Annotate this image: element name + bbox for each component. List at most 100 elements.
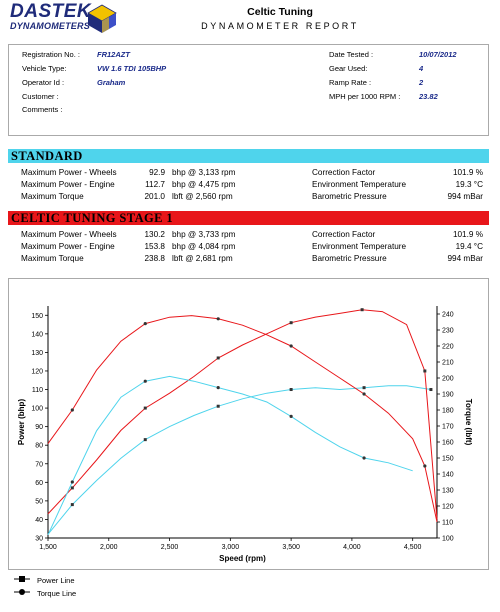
report-title: Celtic Tuning: [247, 6, 313, 18]
stage-1-torque-marker: [362, 392, 366, 396]
standard-power-marker: [362, 386, 366, 390]
standard-torque-marker: [70, 480, 74, 484]
standard-torque-marker: [289, 414, 293, 418]
stage-1-power-marker: [289, 321, 293, 325]
logo-line1: DASTEK: [10, 1, 92, 22]
std-row-label: Maximum Power - Wheels: [21, 168, 117, 177]
standard-power-marker: [70, 503, 74, 507]
y2-tick-label: 230: [442, 328, 454, 335]
stage-1-torque-marker: [143, 322, 147, 326]
standard-torque-marker: [216, 386, 220, 390]
standard-torque-marker: [362, 456, 366, 460]
mph-value: 23.82: [419, 92, 438, 101]
y2-tick-label: 140: [442, 472, 454, 479]
dastek-logo-icon: [87, 4, 117, 33]
x-tick-label: 4,000: [343, 544, 361, 551]
y-tick-label: 130: [31, 350, 43, 357]
y2-tick-label: 120: [442, 504, 454, 511]
stage-1-torque-line: [47, 315, 438, 523]
y-axis-label: Power (bhp): [17, 399, 26, 446]
std-row-value: 92.9: [149, 168, 165, 177]
stage-row-value: 153.8: [144, 242, 166, 251]
x-tick-label: 3,000: [222, 544, 240, 551]
stage-row-cond-label: Correction Factor: [312, 230, 376, 239]
stage-1-power-marker: [143, 406, 147, 410]
stage-row-unit: bhp @ 4,084 rpm: [172, 242, 236, 251]
operator-value: Graham: [97, 78, 126, 87]
x-tick-label: 4,500: [404, 544, 422, 551]
gear-label: Gear Used:: [329, 64, 368, 73]
vehicle-info-box: Registration No. : FR12AZT Vehicle Type:…: [8, 44, 489, 136]
y2-tick-label: 200: [442, 376, 454, 383]
x-axis-label: Speed (rpm): [219, 554, 266, 563]
x-tick-label: 2,500: [161, 544, 179, 551]
logo: DASTEK DYNAMOMETERS: [10, 2, 91, 31]
x-tick-label: 3,500: [282, 544, 300, 551]
stage-row-cond-value: 19.4 °C: [455, 242, 483, 251]
stage-1-torque-marker: [216, 317, 220, 321]
y2-tick-label: 220: [442, 344, 454, 351]
y-tick-label: 50: [35, 498, 43, 505]
x-tick-label: 1,500: [39, 544, 57, 551]
stage-1-power-marker: [423, 369, 427, 373]
stage-row-label: Maximum Power - Wheels: [21, 230, 117, 239]
standard-torque-marker: [143, 379, 147, 383]
stage1-section-header: CELTIC TUNING STAGE 1: [8, 211, 489, 225]
stage-row-value: 130.2: [144, 230, 166, 239]
stage-row-cond-label: Barometric Pressure: [312, 254, 387, 263]
registration-label: Registration No. :: [22, 50, 80, 59]
standard-power-marker: [216, 404, 220, 408]
stage-row-cond-value: 994 mBar: [447, 254, 484, 263]
stage-1-torque-marker: [289, 344, 293, 348]
ramp-label: Ramp Rate :: [329, 78, 372, 87]
standard-title: STANDARD: [11, 149, 83, 163]
stage-1-power-marker: [216, 356, 220, 360]
y2-tick-label: 150: [442, 456, 454, 463]
y2-tick-label: 180: [442, 408, 454, 415]
vehicle-label: Vehicle Type:: [22, 64, 67, 73]
y2-tick-label: 160: [442, 440, 454, 447]
stage-row-cond-value: 101.9 %: [452, 230, 483, 239]
y-tick-label: 110: [32, 387, 43, 394]
y2-tick-label: 110: [442, 520, 453, 527]
std-row-value: 201.0: [144, 192, 166, 201]
registration-value: FR12AZT: [97, 50, 130, 59]
std-row-cond-value: 994 mBar: [447, 192, 484, 201]
y-tick-label: 40: [35, 517, 43, 524]
standard-power-line: [47, 385, 431, 535]
gear-value: 4: [419, 64, 424, 73]
y-tick-label: 100: [31, 406, 43, 413]
report-subtitle: DYNAMOMETER REPORT: [201, 21, 359, 31]
y2-axis-label: Torque (lbft): [464, 399, 473, 446]
stage-row-label: Maximum Power - Engine: [21, 242, 115, 251]
stage-1-power-marker: [360, 308, 364, 312]
y-tick-label: 80: [35, 443, 43, 450]
y-tick-label: 30: [35, 536, 43, 543]
power-line-legend-icon: [14, 576, 30, 582]
y2-tick-label: 100: [442, 536, 454, 543]
std-row-cond-value: 19.3 °C: [455, 180, 483, 189]
std-row-unit: lbft @ 2,560 rpm: [172, 192, 233, 201]
dyno-chart-box: [8, 278, 489, 570]
y2-tick-label: 240: [442, 312, 454, 319]
stage-1-power-marker: [70, 486, 74, 490]
comments-label: Comments :: [22, 105, 63, 114]
date-value: 10/07/2012: [419, 50, 457, 59]
stage-row-cond-label: Environment Temperature: [312, 242, 407, 251]
stage-1-torque-marker: [70, 408, 74, 412]
y2-tick-label: 190: [442, 392, 454, 399]
std-row-cond-label: Barometric Pressure: [312, 192, 387, 201]
logo-line2: DYNAMOMETERS: [10, 21, 90, 31]
std-row-label: Maximum Power - Engine: [21, 180, 115, 189]
standard-section-header: STANDARD: [8, 149, 489, 163]
y-tick-label: 140: [31, 331, 43, 338]
standard-power-marker: [429, 388, 433, 392]
std-row-unit: bhp @ 4,475 rpm: [172, 180, 236, 189]
stage-row-unit: lbft @ 2,681 rpm: [172, 254, 233, 263]
y-tick-label: 150: [31, 313, 43, 320]
y-tick-label: 70: [35, 461, 43, 468]
y-tick-label: 90: [35, 424, 43, 431]
mph-label: MPH per 1000 RPM :: [329, 92, 401, 101]
standard-torque-line: [47, 375, 413, 536]
